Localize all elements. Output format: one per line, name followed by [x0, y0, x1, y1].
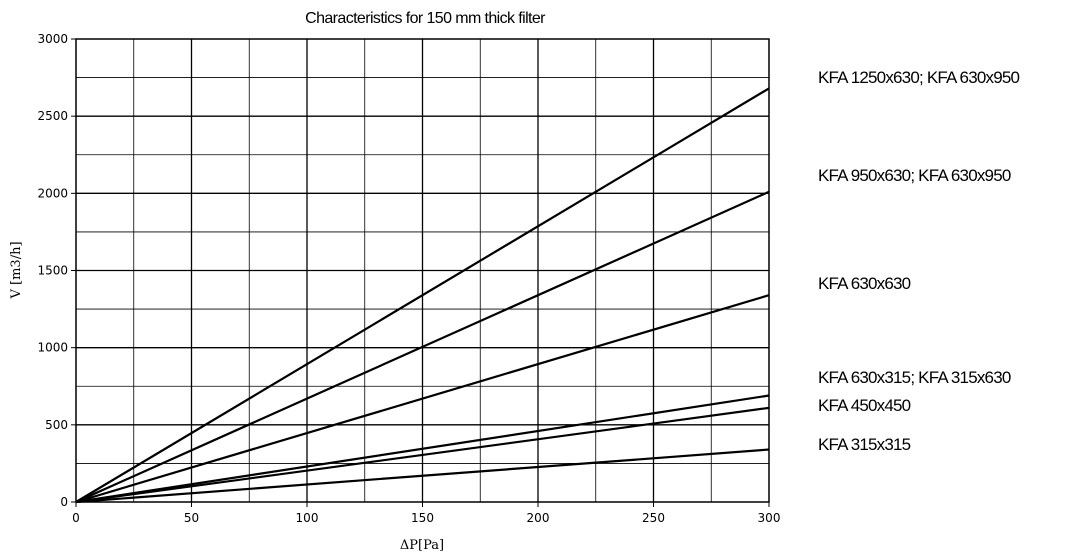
x-tick-label: 50: [184, 511, 199, 525]
y-axis-ticks: 0 500 1000 1500 2000 2500 3000: [37, 32, 76, 509]
y-tick-label: 2000: [37, 186, 68, 200]
x-tick-label: 300: [758, 511, 781, 525]
chart-title: Characteristics for 150 mm thick filter: [305, 10, 546, 27]
x-tick-label: 250: [642, 511, 665, 525]
x-axis-label: ΔP[Pa]: [400, 538, 444, 552]
series-line: [75, 87, 770, 503]
series-line: [75, 394, 770, 504]
y-tick-label: 2500: [37, 109, 68, 123]
series-label: KFA 950x630; KFA 630x950: [818, 166, 1011, 185]
y-tick-label: 500: [45, 418, 68, 432]
x-axis-ticks: 0 50 100 150 200 250 300: [72, 502, 780, 525]
y-tick-label: 0: [60, 495, 68, 509]
y-axis-label: V [m3/h]: [9, 241, 24, 299]
x-tick-label: 150: [411, 511, 434, 525]
series-label: KFA 315x315: [818, 435, 911, 454]
series-label: KFA 630x315; KFA 315x630: [818, 368, 1011, 387]
x-tick-label: 0: [72, 511, 80, 525]
x-tick-label: 100: [296, 511, 319, 525]
y-tick-label: 1500: [37, 264, 68, 278]
series-label: KFA 1250x630; KFA 630x950: [818, 68, 1020, 87]
x-tick-label: 200: [527, 511, 550, 525]
y-tick-label: 3000: [37, 32, 68, 46]
series-line: [75, 294, 770, 504]
series-label: KFA 450x450: [818, 396, 911, 415]
y-tick-label: 1000: [37, 341, 68, 355]
series-line: [75, 448, 770, 504]
series-lines: [75, 87, 770, 504]
series-labels: KFA 1250x630; KFA 630x950 KFA 950x630; KF…: [818, 68, 1020, 454]
series-line: [75, 406, 770, 504]
plot-frame: [75, 38, 770, 503]
series-label: KFA 630x630: [818, 274, 911, 293]
series-line: [75, 190, 770, 504]
grid: [76, 39, 769, 502]
